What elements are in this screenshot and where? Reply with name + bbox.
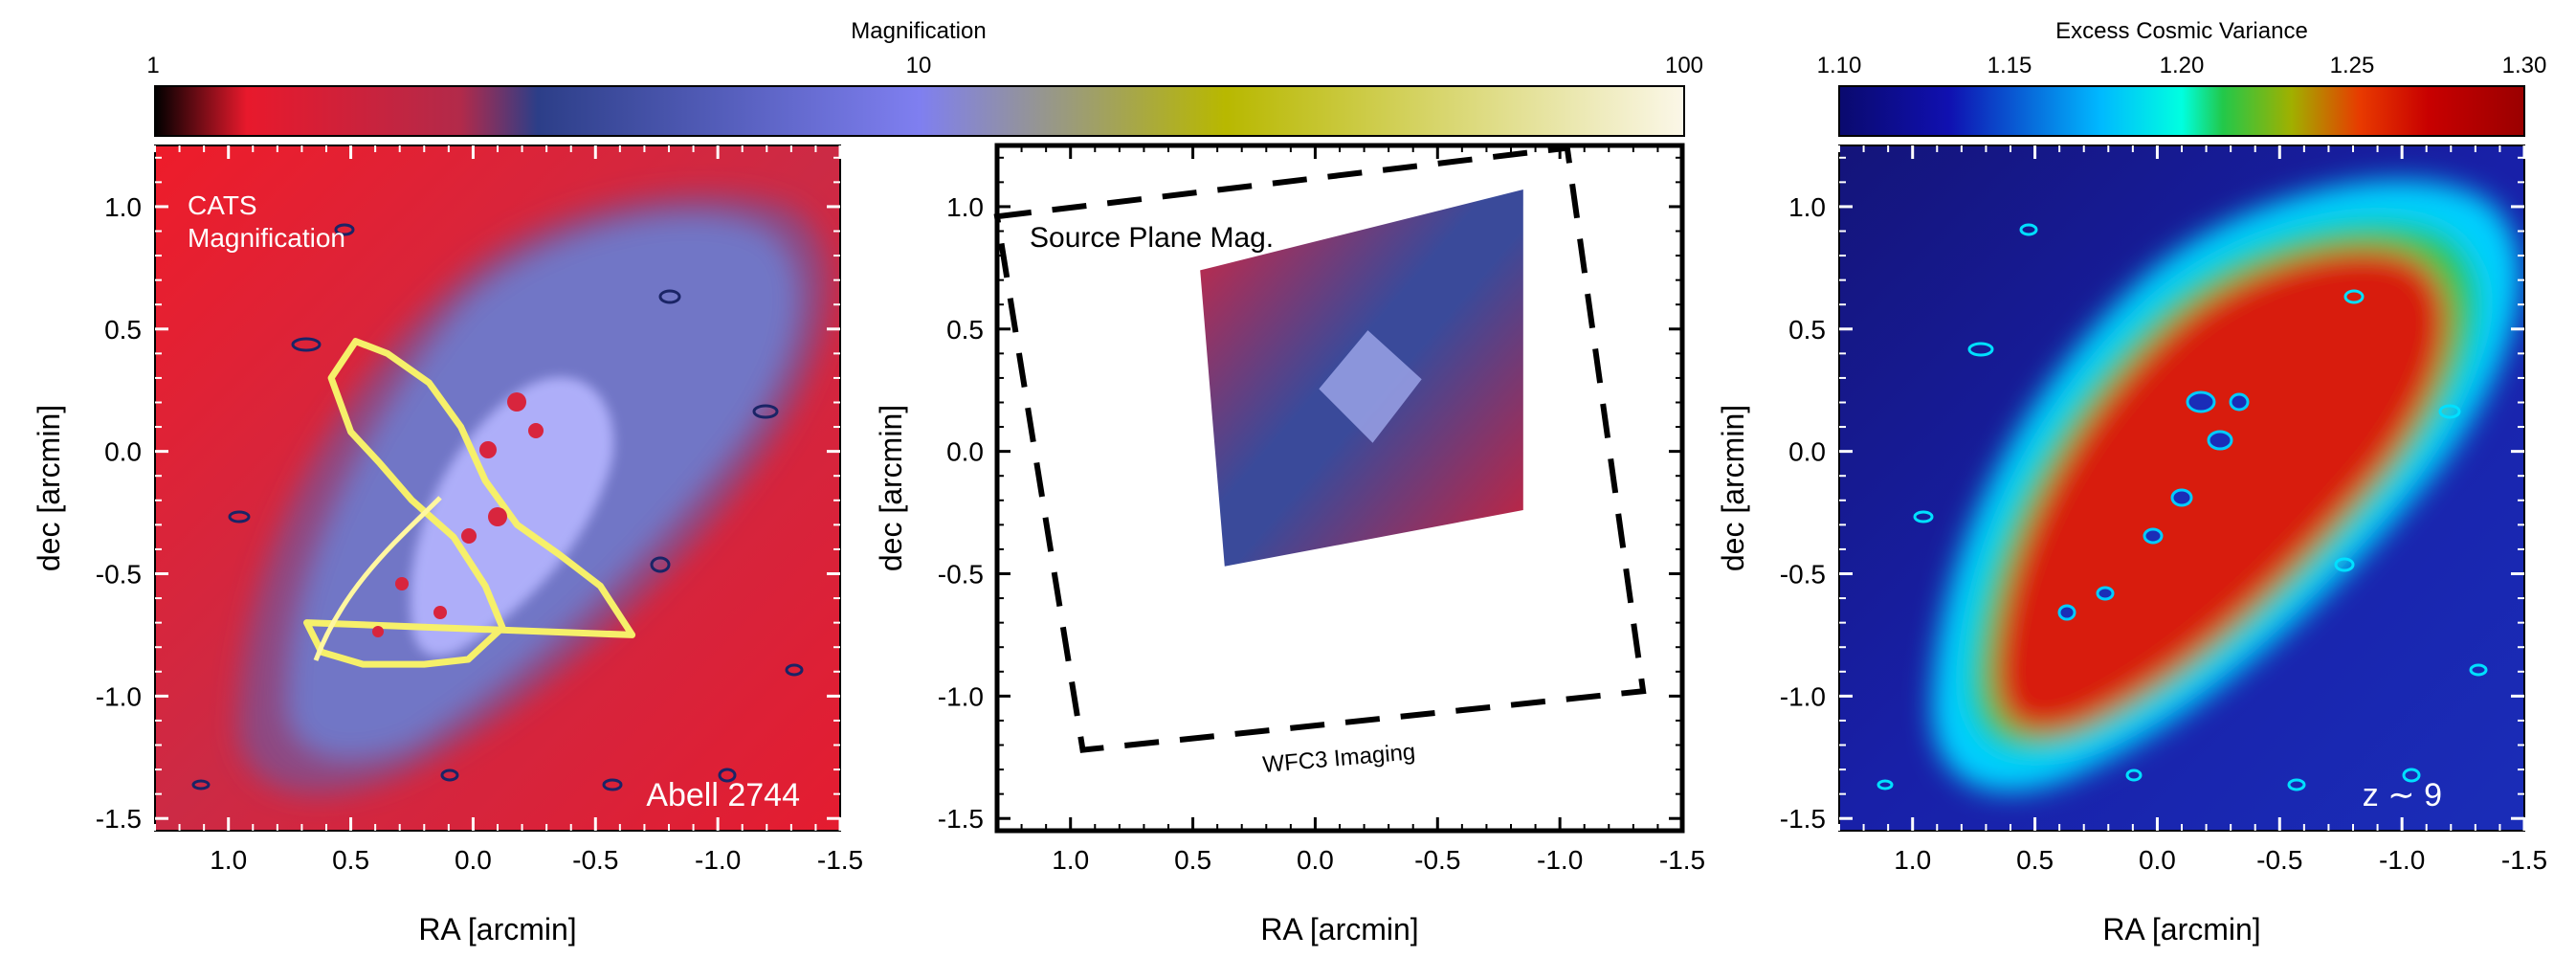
right-y-axis-label: dec [arcmin] <box>1716 405 1750 571</box>
y-tick-label: 1.0 <box>1788 192 1826 222</box>
x-tick-label: 0.0 <box>455 845 492 875</box>
center-wfc3-footprint <box>993 145 1647 753</box>
center-caustic-region <box>1319 330 1422 443</box>
cosmic-variance-colorbar: Excess Cosmic Variance 1.10 1.15 1.20 1.… <box>1817 18 2547 137</box>
x-tick-label: -1.0 <box>695 845 741 875</box>
cosmic-variance-tick-2: 1.15 <box>1988 53 2032 78</box>
y-tick-label: 1.0 <box>946 192 984 222</box>
x-tick-label: -0.5 <box>2256 845 2302 875</box>
x-tick-label: 0.5 <box>2016 845 2054 875</box>
left-annotation-cluster: Abell 2744 <box>646 777 800 813</box>
y-tick-label: 0.5 <box>1788 315 1826 345</box>
center-x-axis-label: RA [arcmin] <box>1260 912 1418 947</box>
right-panel-cosmic-variance-map: 1.0 0.5 0.0 -0.5 -1.0 -1.5 1.0 0.5 0.0 -0.5 -1.0 -1… <box>1716 145 2547 947</box>
y-tick-label: -0.5 <box>938 560 984 590</box>
x-tick-label: -1.0 <box>2379 845 2425 875</box>
x-tick-label: -1.5 <box>2501 845 2547 875</box>
y-tick-label: 0.5 <box>946 315 984 345</box>
y-tick-label: 0.5 <box>104 315 142 345</box>
cosmic-variance-colorbar-title: Excess Cosmic Variance <box>2055 18 2308 44</box>
center-axis-ticks: 1.0 0.5 0.0 -0.5 -1.0 -1.5 1.0 0.5 0.0 -0.5 -1.0 -1… <box>938 145 1705 875</box>
y-tick-label: -1.0 <box>938 681 984 711</box>
center-panel-source-plane: 1.0 0.5 0.0 -0.5 -1.0 -1.5 1.0 0.5 0.0 -0.5 -1.0 -1… <box>874 143 1705 947</box>
left-map-critical-curve <box>303 338 636 668</box>
center-y-axis-label: dec [arcmin] <box>874 405 908 571</box>
x-tick-label: 1.0 <box>210 845 247 875</box>
x-tick-label: -1.5 <box>817 845 863 875</box>
cosmic-variance-colorbar-gradient <box>1838 85 2525 137</box>
y-tick-label: -1.0 <box>1780 681 1826 711</box>
x-tick-label: 0.0 <box>1297 845 1334 875</box>
y-tick-label: -1.5 <box>938 804 984 834</box>
cosmic-variance-tick-3: 1.20 <box>2160 53 2205 78</box>
magnification-colorbar-title: Magnification <box>851 18 986 44</box>
y-tick-label: -0.5 <box>1780 560 1826 590</box>
x-tick-label: -0.5 <box>572 845 618 875</box>
x-tick-label: 0.0 <box>2139 845 2176 875</box>
right-map-background-galaxies <box>1876 223 2488 791</box>
left-x-axis-label: RA [arcmin] <box>418 912 576 947</box>
y-tick-label: -1.5 <box>96 804 142 834</box>
right-map-variance-core <box>1994 249 2448 733</box>
y-tick-label: -0.5 <box>96 560 142 590</box>
right-x-axis-label: RA [arcmin] <box>2102 912 2260 947</box>
cosmic-variance-tick-5: 1.30 <box>2502 53 2547 78</box>
left-axis-ticks: 1.0 0.5 0.0 -0.5 -1.0 -1.5 1.0 0.5 0.0 -0.5 -1.0 -1… <box>96 145 863 875</box>
magnification-colorbar-tick-1: 1 <box>146 53 159 78</box>
left-map-background-galaxies <box>191 223 804 791</box>
x-tick-label: -1.0 <box>1537 845 1583 875</box>
y-tick-label: 0.0 <box>104 437 142 467</box>
magnification-colorbar: Magnification 1 10 100 <box>146 18 1703 137</box>
left-panel-magnification-map: 1.0 0.5 0.0 -0.5 -1.0 -1.5 1.0 0.5 0.0 -0.5 -1.0 -1… <box>32 145 863 947</box>
y-tick-label: 1.0 <box>104 192 142 222</box>
magnification-colorbar-tick-100: 100 <box>1665 53 1703 78</box>
left-map-cluster-galaxies <box>372 392 544 637</box>
x-tick-label: -0.5 <box>1414 845 1460 875</box>
cosmic-variance-tick-1: 1.10 <box>1817 53 1862 78</box>
left-annotation-cats: CATS <box>188 190 257 220</box>
right-map-cluster-members <box>2057 390 2250 621</box>
right-axis-ticks: 1.0 0.5 0.0 -0.5 -1.0 -1.5 1.0 0.5 0.0 -0.5 -1.0 -1… <box>1780 145 2547 875</box>
center-annotation-source-plane: Source Plane Mag. <box>1030 222 1274 254</box>
magnification-colorbar-tick-10: 10 <box>906 53 932 78</box>
y-tick-label: 0.0 <box>1788 437 1826 467</box>
x-tick-label: 0.5 <box>332 845 369 875</box>
left-y-axis-label: dec [arcmin] <box>32 405 66 571</box>
cosmic-variance-tick-4: 1.25 <box>2330 53 2375 78</box>
y-tick-label: -1.0 <box>96 681 142 711</box>
y-tick-label: -1.5 <box>1780 804 1826 834</box>
magnification-colorbar-gradient <box>154 85 1685 137</box>
left-annotation-magnification: Magnification <box>188 223 345 253</box>
x-tick-label: 0.5 <box>1174 845 1211 875</box>
x-tick-label: 1.0 <box>1894 845 1931 875</box>
x-tick-label: 1.0 <box>1052 845 1089 875</box>
x-tick-label: -1.5 <box>1659 845 1705 875</box>
right-annotation-redshift: z ∼ 9 <box>2363 777 2442 813</box>
y-tick-label: 0.0 <box>946 437 984 467</box>
